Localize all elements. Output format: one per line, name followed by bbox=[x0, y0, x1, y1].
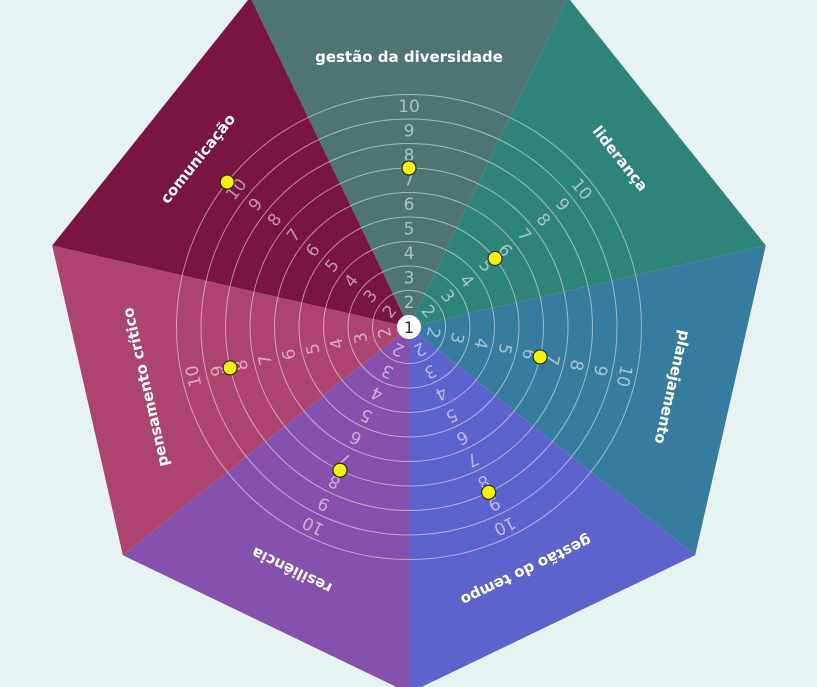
tick-label: 9 bbox=[589, 363, 611, 378]
ring-3 bbox=[347, 265, 471, 389]
ring-4 bbox=[323, 241, 495, 413]
sector-3 bbox=[409, 245, 766, 556]
tick-label: 3 bbox=[404, 268, 415, 288]
sector-7 bbox=[52, 0, 409, 327]
value-point-7 bbox=[219, 174, 235, 190]
tick-label: 7 bbox=[255, 352, 277, 367]
value-point-4 bbox=[481, 484, 497, 500]
ring-2 bbox=[372, 290, 446, 364]
tick-label: 4 bbox=[404, 244, 415, 264]
tick-label: 3 bbox=[351, 330, 373, 345]
ring-9 bbox=[200, 118, 618, 536]
value-point-6 bbox=[222, 360, 238, 376]
center-label: 1 bbox=[404, 318, 414, 337]
value-point-2 bbox=[487, 250, 503, 267]
value-point-3 bbox=[532, 349, 548, 365]
tick-label: 3 bbox=[446, 330, 468, 345]
center-layer: 1 bbox=[397, 315, 421, 339]
value-point-1 bbox=[401, 160, 417, 176]
tick-label: 6 bbox=[404, 195, 415, 215]
sector-4 bbox=[409, 327, 696, 687]
tick-label: 10 bbox=[182, 363, 206, 389]
tick-label: 2 bbox=[374, 325, 396, 340]
ring-8 bbox=[225, 143, 593, 511]
tick-label: 4 bbox=[327, 336, 349, 351]
points-layer bbox=[219, 160, 548, 500]
ring-10 bbox=[176, 94, 642, 560]
tick-label: 6 bbox=[279, 347, 301, 362]
category-label-1: gestão da diversidade bbox=[315, 48, 503, 66]
ring-5 bbox=[298, 216, 520, 438]
tick-label: 7 bbox=[404, 170, 415, 190]
tick-label: 2 bbox=[404, 293, 415, 313]
tick-label: 9 bbox=[404, 121, 415, 141]
tick-label: 5 bbox=[493, 341, 515, 356]
center-disc bbox=[397, 315, 421, 339]
tick-label: 8 bbox=[404, 146, 415, 166]
tick-label: 10 bbox=[398, 97, 420, 117]
value-point-5 bbox=[332, 462, 348, 478]
sector-6 bbox=[52, 245, 410, 556]
tick-label: 5 bbox=[303, 341, 325, 356]
ring-6 bbox=[274, 192, 544, 462]
sector-2 bbox=[409, 0, 766, 327]
tick-label: 4 bbox=[469, 336, 491, 351]
tick-label: 8 bbox=[565, 358, 587, 373]
tick-label: 10 bbox=[612, 363, 636, 389]
sector-5 bbox=[122, 327, 409, 687]
tick-label: 5 bbox=[404, 219, 415, 239]
rings-layer bbox=[176, 94, 642, 560]
tick-label: 2 bbox=[422, 325, 444, 340]
sectors-layer bbox=[52, 0, 766, 687]
